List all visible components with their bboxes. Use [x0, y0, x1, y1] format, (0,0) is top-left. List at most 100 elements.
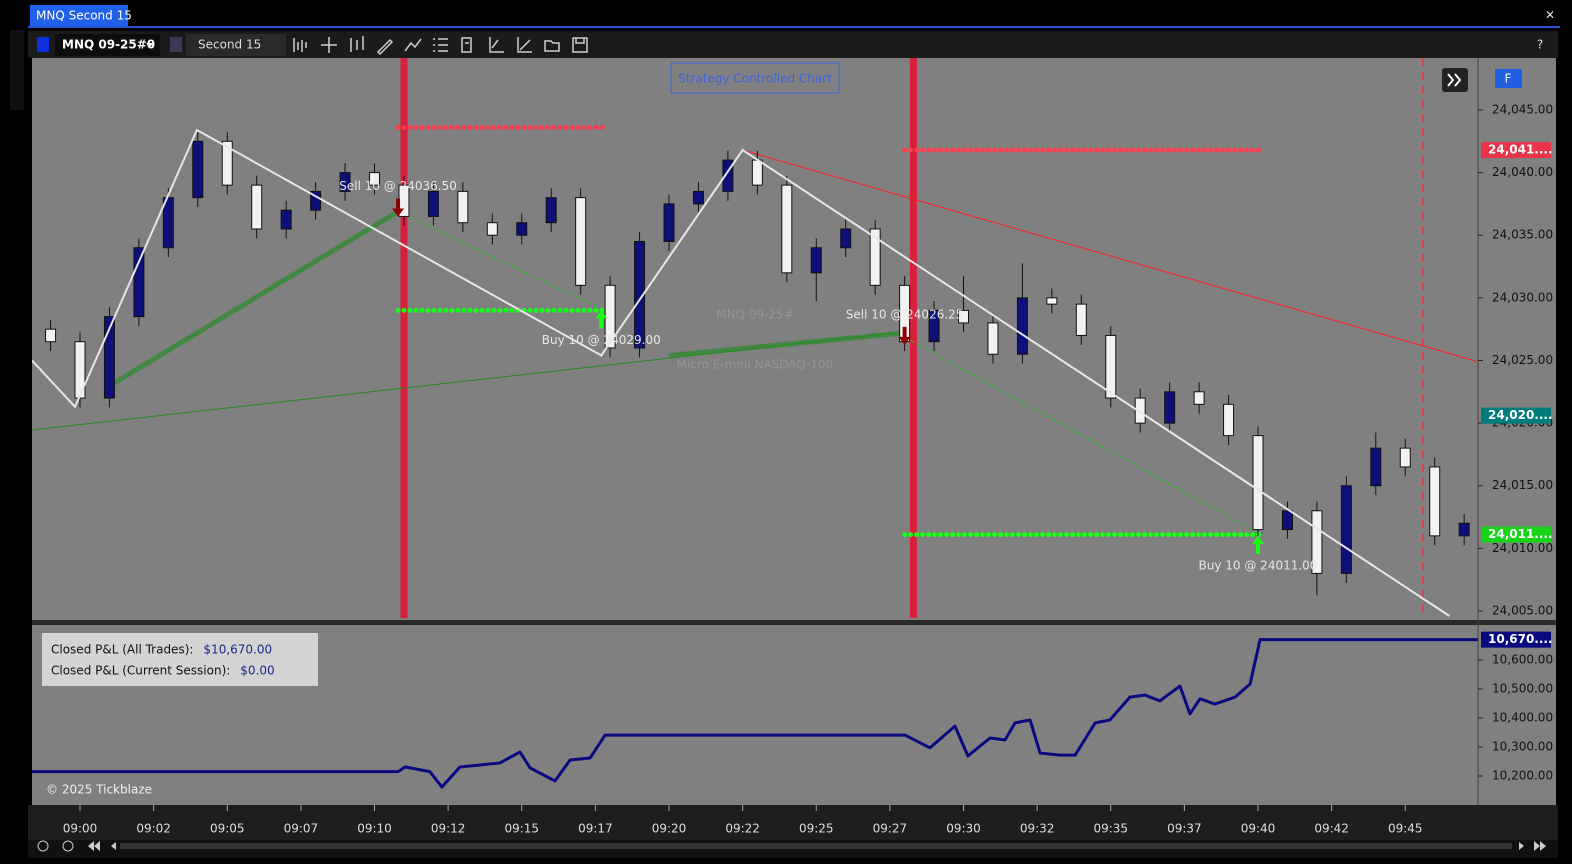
x-tick-label: 09:15	[504, 822, 539, 836]
x-tick-label: 09:05	[210, 822, 245, 836]
rewind[interactable]	[88, 841, 100, 851]
x-tick-label: 09:07	[284, 822, 319, 836]
scroll-track[interactable]	[120, 843, 1512, 849]
y-tick-label: 24,010.00	[1492, 541, 1553, 555]
trend-line	[397, 210, 605, 311]
icon[interactable]	[404, 38, 422, 52]
symbol-box[interactable]	[55, 34, 160, 56]
price-tag	[1481, 526, 1551, 543]
candle-body	[339, 172, 351, 192]
nav-icons[interactable]	[37, 840, 1546, 852]
x-tick-label: 09:30	[946, 822, 981, 836]
zigzag	[32, 128, 1450, 617]
x-tick-label: 09:02	[136, 822, 171, 836]
session-bar	[909, 58, 917, 618]
price-tag-label: 24,020....	[1488, 408, 1553, 422]
candle-body	[427, 190, 439, 217]
y-tick-label: 24,045.00	[1492, 102, 1553, 116]
panel-divider	[32, 620, 1556, 625]
icon[interactable]	[544, 40, 560, 52]
icon[interactable]	[489, 37, 504, 53]
icon[interactable]	[350, 36, 364, 52]
candle-body	[1223, 403, 1235, 437]
candle-body	[1075, 303, 1087, 336]
summary-value: $10,670.00	[203, 643, 272, 657]
zoom-out[interactable]	[37, 840, 49, 852]
candle-body	[781, 184, 793, 274]
icon[interactable]	[293, 38, 307, 52]
scroll-left[interactable]	[111, 842, 116, 850]
candle-body	[1399, 447, 1411, 468]
candle-body	[1458, 522, 1470, 537]
price-tag-label: 24,011....	[1488, 527, 1553, 541]
x-tick-label: 09:22	[725, 822, 760, 836]
session-bar	[400, 58, 408, 618]
candle-body	[221, 140, 233, 186]
icon[interactable]	[461, 37, 472, 53]
candle-body	[958, 309, 970, 324]
help[interactable]: ?	[1537, 38, 1543, 52]
y-tick-label: 10,400.00	[1492, 710, 1553, 724]
y-tick-label: 10,200.00	[1492, 768, 1553, 782]
candle-body	[1429, 466, 1441, 537]
icon[interactable]	[517, 37, 532, 53]
y-tick-label: 24,025.00	[1492, 353, 1553, 367]
y-tick-label: 24,040.00	[1492, 165, 1553, 179]
scroll-right[interactable]	[1519, 842, 1524, 850]
dropdown-icon[interactable]	[146, 43, 154, 47]
x-tick-label: 09:32	[1020, 822, 1055, 836]
candle-body	[575, 197, 587, 286]
x-tick-label: 09:35	[1093, 822, 1128, 836]
candle-body	[516, 222, 528, 236]
price-plot: MNQ 09-25# Micro E-mini NASDAQ-100 Sell 10…	[32, 58, 1478, 618]
toolbar-icons[interactable]	[293, 36, 588, 56]
candle-body	[162, 197, 174, 249]
price-tag	[1481, 407, 1551, 424]
icon[interactable]	[376, 38, 394, 56]
trade-label: Buy 10 @ 24011.00	[1199, 558, 1318, 572]
buy-arrow	[1252, 535, 1265, 554]
candle-body	[1252, 435, 1264, 531]
candle-body	[928, 309, 940, 343]
expand-button[interactable]	[1442, 68, 1468, 92]
x-tick-label: 09:37	[1167, 822, 1202, 836]
candle-body	[280, 209, 292, 230]
candle-body	[310, 190, 322, 211]
trade-label: Sell 10 @ 24026.25	[846, 307, 964, 321]
candle-body	[1016, 297, 1028, 355]
candle-body	[45, 328, 57, 343]
close-button[interactable]: ×	[1545, 8, 1555, 22]
candle-body	[722, 159, 734, 192]
x-tick-label: 09:45	[1388, 822, 1423, 836]
candle-body	[1046, 297, 1058, 305]
flag-box[interactable]	[1495, 69, 1522, 88]
badge: Strategy Controlled Chart	[678, 72, 832, 86]
color-swatch[interactable]	[37, 37, 49, 52]
candle-body	[1340, 485, 1352, 574]
icon[interactable]	[433, 38, 448, 52]
candle-body	[634, 240, 646, 349]
candle-body	[369, 172, 381, 186]
x-tick-label: 09:27	[873, 822, 908, 836]
sell-arrow	[392, 198, 405, 217]
pnl-line	[32, 638, 1478, 789]
trend-line	[108, 209, 400, 388]
candle-body	[103, 316, 115, 399]
x-tick-label: 09:00	[63, 822, 98, 836]
icon[interactable]	[321, 37, 337, 53]
x-tick-label: 09:20	[652, 822, 687, 836]
forward[interactable]	[1534, 841, 1546, 851]
price-tag	[1481, 631, 1551, 648]
zoom-in[interactable]	[62, 840, 74, 852]
candle-body	[663, 203, 675, 242]
time-axis	[28, 805, 1558, 840]
window-tab[interactable]	[30, 5, 128, 26]
x-tick-label: 09:40	[1241, 822, 1276, 836]
interval-box[interactable]	[186, 34, 286, 56]
flag: F	[1505, 72, 1512, 86]
candle-body	[1370, 447, 1382, 487]
interval-swatch[interactable]	[170, 37, 182, 52]
candle-body	[192, 140, 204, 199]
candle-body	[1105, 334, 1117, 399]
icon[interactable]	[572, 37, 588, 53]
